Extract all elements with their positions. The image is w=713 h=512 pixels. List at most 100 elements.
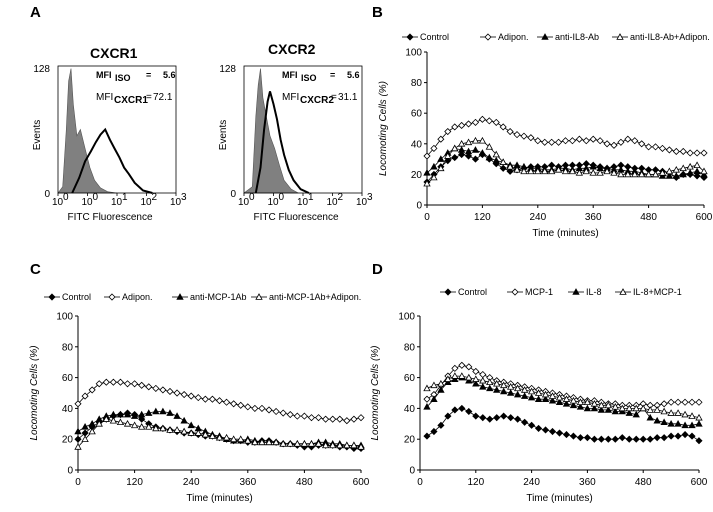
- data-point: [166, 426, 174, 433]
- data-point: [575, 135, 583, 143]
- histogram-cxcr2: CXCR2 128 0 Events FITC Fluorescence MFI…: [218, 41, 373, 223]
- data-point: [604, 406, 613, 413]
- y-tick-label: 20: [62, 435, 74, 446]
- data-point: [506, 127, 514, 136]
- data-point: [229, 435, 238, 442]
- hist-xtick: 10: [82, 197, 94, 208]
- data-point: [486, 378, 494, 386]
- data-point: [180, 427, 188, 435]
- data-point: [583, 404, 592, 412]
- y-tick-label: 60: [62, 373, 74, 384]
- y-tick-label: 100: [405, 48, 422, 59]
- data-point: [596, 169, 604, 176]
- data-point: [81, 435, 89, 442]
- y-tick-label: 0: [67, 466, 73, 477]
- data-point: [457, 139, 466, 147]
- data-point: [138, 415, 146, 423]
- data-point: [201, 430, 210, 438]
- data-point: [528, 421, 536, 429]
- data-point: [166, 387, 174, 396]
- data-point: [81, 392, 89, 400]
- data-point: [423, 395, 431, 403]
- data-point: [166, 409, 174, 416]
- data-point: [589, 135, 597, 143]
- hist-ytick-bottom: 0: [44, 189, 50, 200]
- legend-marker: [619, 288, 627, 295]
- legend-marker: [484, 33, 492, 41]
- data-point: [561, 167, 570, 175]
- data-point: [672, 172, 680, 179]
- data-point: [152, 407, 160, 415]
- data-point: [679, 170, 687, 178]
- data-point: [638, 140, 646, 148]
- data-point: [493, 414, 501, 422]
- hist-xtick-exponent: 1: [122, 192, 128, 203]
- data-point: [672, 165, 680, 173]
- data-point: [688, 412, 696, 419]
- data-point: [597, 406, 606, 413]
- data-point: [485, 153, 494, 161]
- data-point: [653, 406, 661, 413]
- data-point: [437, 379, 445, 387]
- data-point: [562, 395, 571, 402]
- data-point: [665, 146, 673, 154]
- mfi-iso-sub: ISO: [115, 73, 131, 83]
- data-point: [237, 401, 245, 409]
- mfi-iso-value: 5.6: [347, 70, 360, 80]
- data-point: [681, 398, 689, 406]
- hist-ytick-top: 128: [33, 64, 50, 75]
- data-point: [208, 395, 216, 403]
- series-line: [426, 377, 700, 426]
- x-tick-label: 600: [353, 477, 370, 488]
- y-tick-label: 60: [411, 109, 423, 120]
- mfi-receptor: MFI CXCR2 = 31.1: [282, 92, 358, 106]
- x-tick-label: 240: [523, 477, 540, 488]
- data-point: [624, 135, 632, 143]
- hist-ytick-bottom: 0: [230, 189, 236, 200]
- data-point: [430, 381, 438, 389]
- data-point: [272, 438, 280, 446]
- x-axis-label: Time (minutes): [526, 493, 592, 504]
- legend-label: anti-MCP-1Ab: [190, 292, 247, 302]
- data-point: [548, 427, 557, 436]
- data-point: [583, 434, 591, 442]
- data-point: [102, 378, 110, 386]
- hist-xtick: 10: [238, 197, 250, 208]
- data-point: [507, 414, 515, 422]
- legend-marker: [572, 288, 580, 295]
- data-point: [437, 164, 445, 172]
- data-point: [430, 173, 438, 181]
- data-point: [679, 147, 687, 156]
- legend-label: anti-IL8-Ab: [555, 32, 599, 42]
- data-point: [632, 404, 640, 412]
- y-tick-label: 80: [404, 342, 416, 353]
- y-tick-label: 0: [409, 466, 415, 477]
- data-point: [568, 137, 576, 145]
- data-point: [554, 165, 563, 173]
- data-point: [674, 398, 682, 406]
- data-point: [506, 167, 514, 175]
- hist-xtick-exponent: 0: [279, 192, 285, 203]
- data-point: [548, 392, 557, 399]
- data-point: [329, 441, 337, 449]
- data-point: [681, 431, 689, 439]
- line-chart-b: 0 20 40 60 80 100 0 120 240 360 480 600 Time (minute…: [378, 32, 713, 239]
- data-point: [681, 410, 689, 418]
- x-tick-label: 480: [640, 212, 657, 223]
- data-point: [464, 138, 473, 146]
- data-point: [180, 416, 188, 424]
- legend-label: Adipon.: [498, 32, 529, 42]
- data-point: [464, 147, 473, 155]
- data-point: [201, 395, 209, 403]
- mfi-rec-label: MFI: [282, 92, 299, 103]
- data-point: [322, 415, 330, 423]
- data-point: [534, 395, 543, 402]
- data-point: [667, 419, 675, 427]
- mfi-rec-sub: CXCR2: [300, 95, 334, 106]
- legend-marker: [541, 33, 549, 40]
- data-point: [611, 435, 619, 443]
- data-point: [479, 414, 487, 422]
- data-point: [568, 167, 577, 175]
- histogram-cxcr1: CXCR1 128 0 Events FITC Fluorescence MFI…: [32, 45, 187, 223]
- data-point: [137, 410, 146, 418]
